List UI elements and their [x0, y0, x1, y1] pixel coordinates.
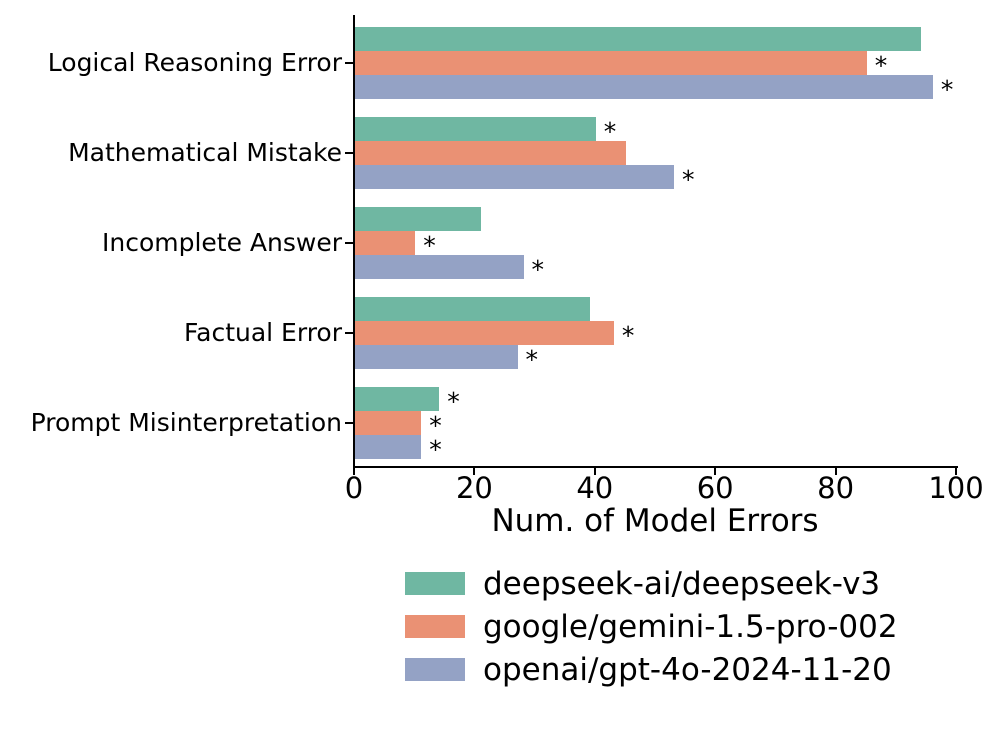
significance-asterisk: * [531, 255, 545, 284]
category-label: Prompt Misinterpretation [30, 408, 342, 437]
x-tick [593, 467, 596, 475]
x-tick [834, 467, 837, 475]
category-label: Factual Error [184, 318, 342, 347]
y-tick [345, 242, 353, 244]
legend-label: openai/gpt-4o-2024-11-20 [483, 651, 892, 688]
x-tick-label: 40 [576, 471, 614, 505]
legend-swatch [405, 572, 465, 595]
legend-item: openai/gpt-4o-2024-11-20 [405, 648, 965, 691]
significance-asterisk: * [525, 345, 539, 374]
x-tick-label: 100 [928, 471, 984, 505]
x-tick-label: 20 [455, 471, 493, 505]
y-axis-spine [353, 15, 355, 468]
significance-asterisk: * [447, 387, 460, 416]
bar [355, 297, 590, 321]
significance-asterisk: * [429, 411, 442, 440]
bar [355, 165, 675, 189]
y-tick [345, 152, 353, 154]
bar [355, 117, 596, 141]
x-axis-title: Num. of Model Errors [491, 503, 819, 539]
y-tick [345, 332, 353, 334]
significance-asterisk: * [874, 51, 888, 80]
bar [355, 387, 440, 411]
legend-swatch [405, 615, 465, 638]
bar [355, 75, 933, 99]
x-tick-label: 80 [817, 471, 855, 505]
bar [355, 255, 524, 279]
significance-asterisk: * [940, 75, 954, 104]
bar [355, 321, 614, 345]
y-tick [345, 62, 353, 64]
bar [355, 411, 422, 435]
x-tick [473, 467, 476, 475]
bar [355, 345, 518, 369]
bar [355, 207, 482, 231]
y-tick [345, 422, 353, 424]
legend-item: google/gemini-1.5-pro-002 [405, 605, 965, 648]
legend-item: deepseek-ai/deepseek-v3 [405, 562, 965, 605]
legend-swatch [405, 658, 465, 681]
category-label: Logical Reasoning Error [47, 48, 342, 77]
significance-asterisk: * [603, 117, 617, 146]
significance-asterisk: * [621, 321, 635, 350]
bar [355, 435, 422, 459]
legend-label: google/gemini-1.5-pro-002 [483, 608, 898, 645]
significance-asterisk: * [423, 231, 436, 260]
bar [355, 27, 921, 51]
bar [355, 231, 416, 255]
x-tick [955, 467, 957, 475]
bar [355, 141, 626, 165]
x-tick-label: 60 [696, 471, 734, 505]
legend-label: deepseek-ai/deepseek-v3 [483, 565, 881, 602]
significance-asterisk: * [429, 435, 442, 464]
x-tick [714, 467, 717, 475]
x-tick [353, 467, 355, 475]
significance-asterisk: * [682, 165, 695, 194]
bar [355, 51, 867, 75]
category-label: Incomplete Answer [101, 228, 342, 257]
x-axis-spine [353, 466, 958, 468]
legend: deepseek-ai/deepseek-v3 google/gemini-1.5… [405, 562, 965, 691]
x-tick-label: 0 [344, 471, 364, 505]
category-label: Mathematical Mistake [68, 138, 342, 167]
